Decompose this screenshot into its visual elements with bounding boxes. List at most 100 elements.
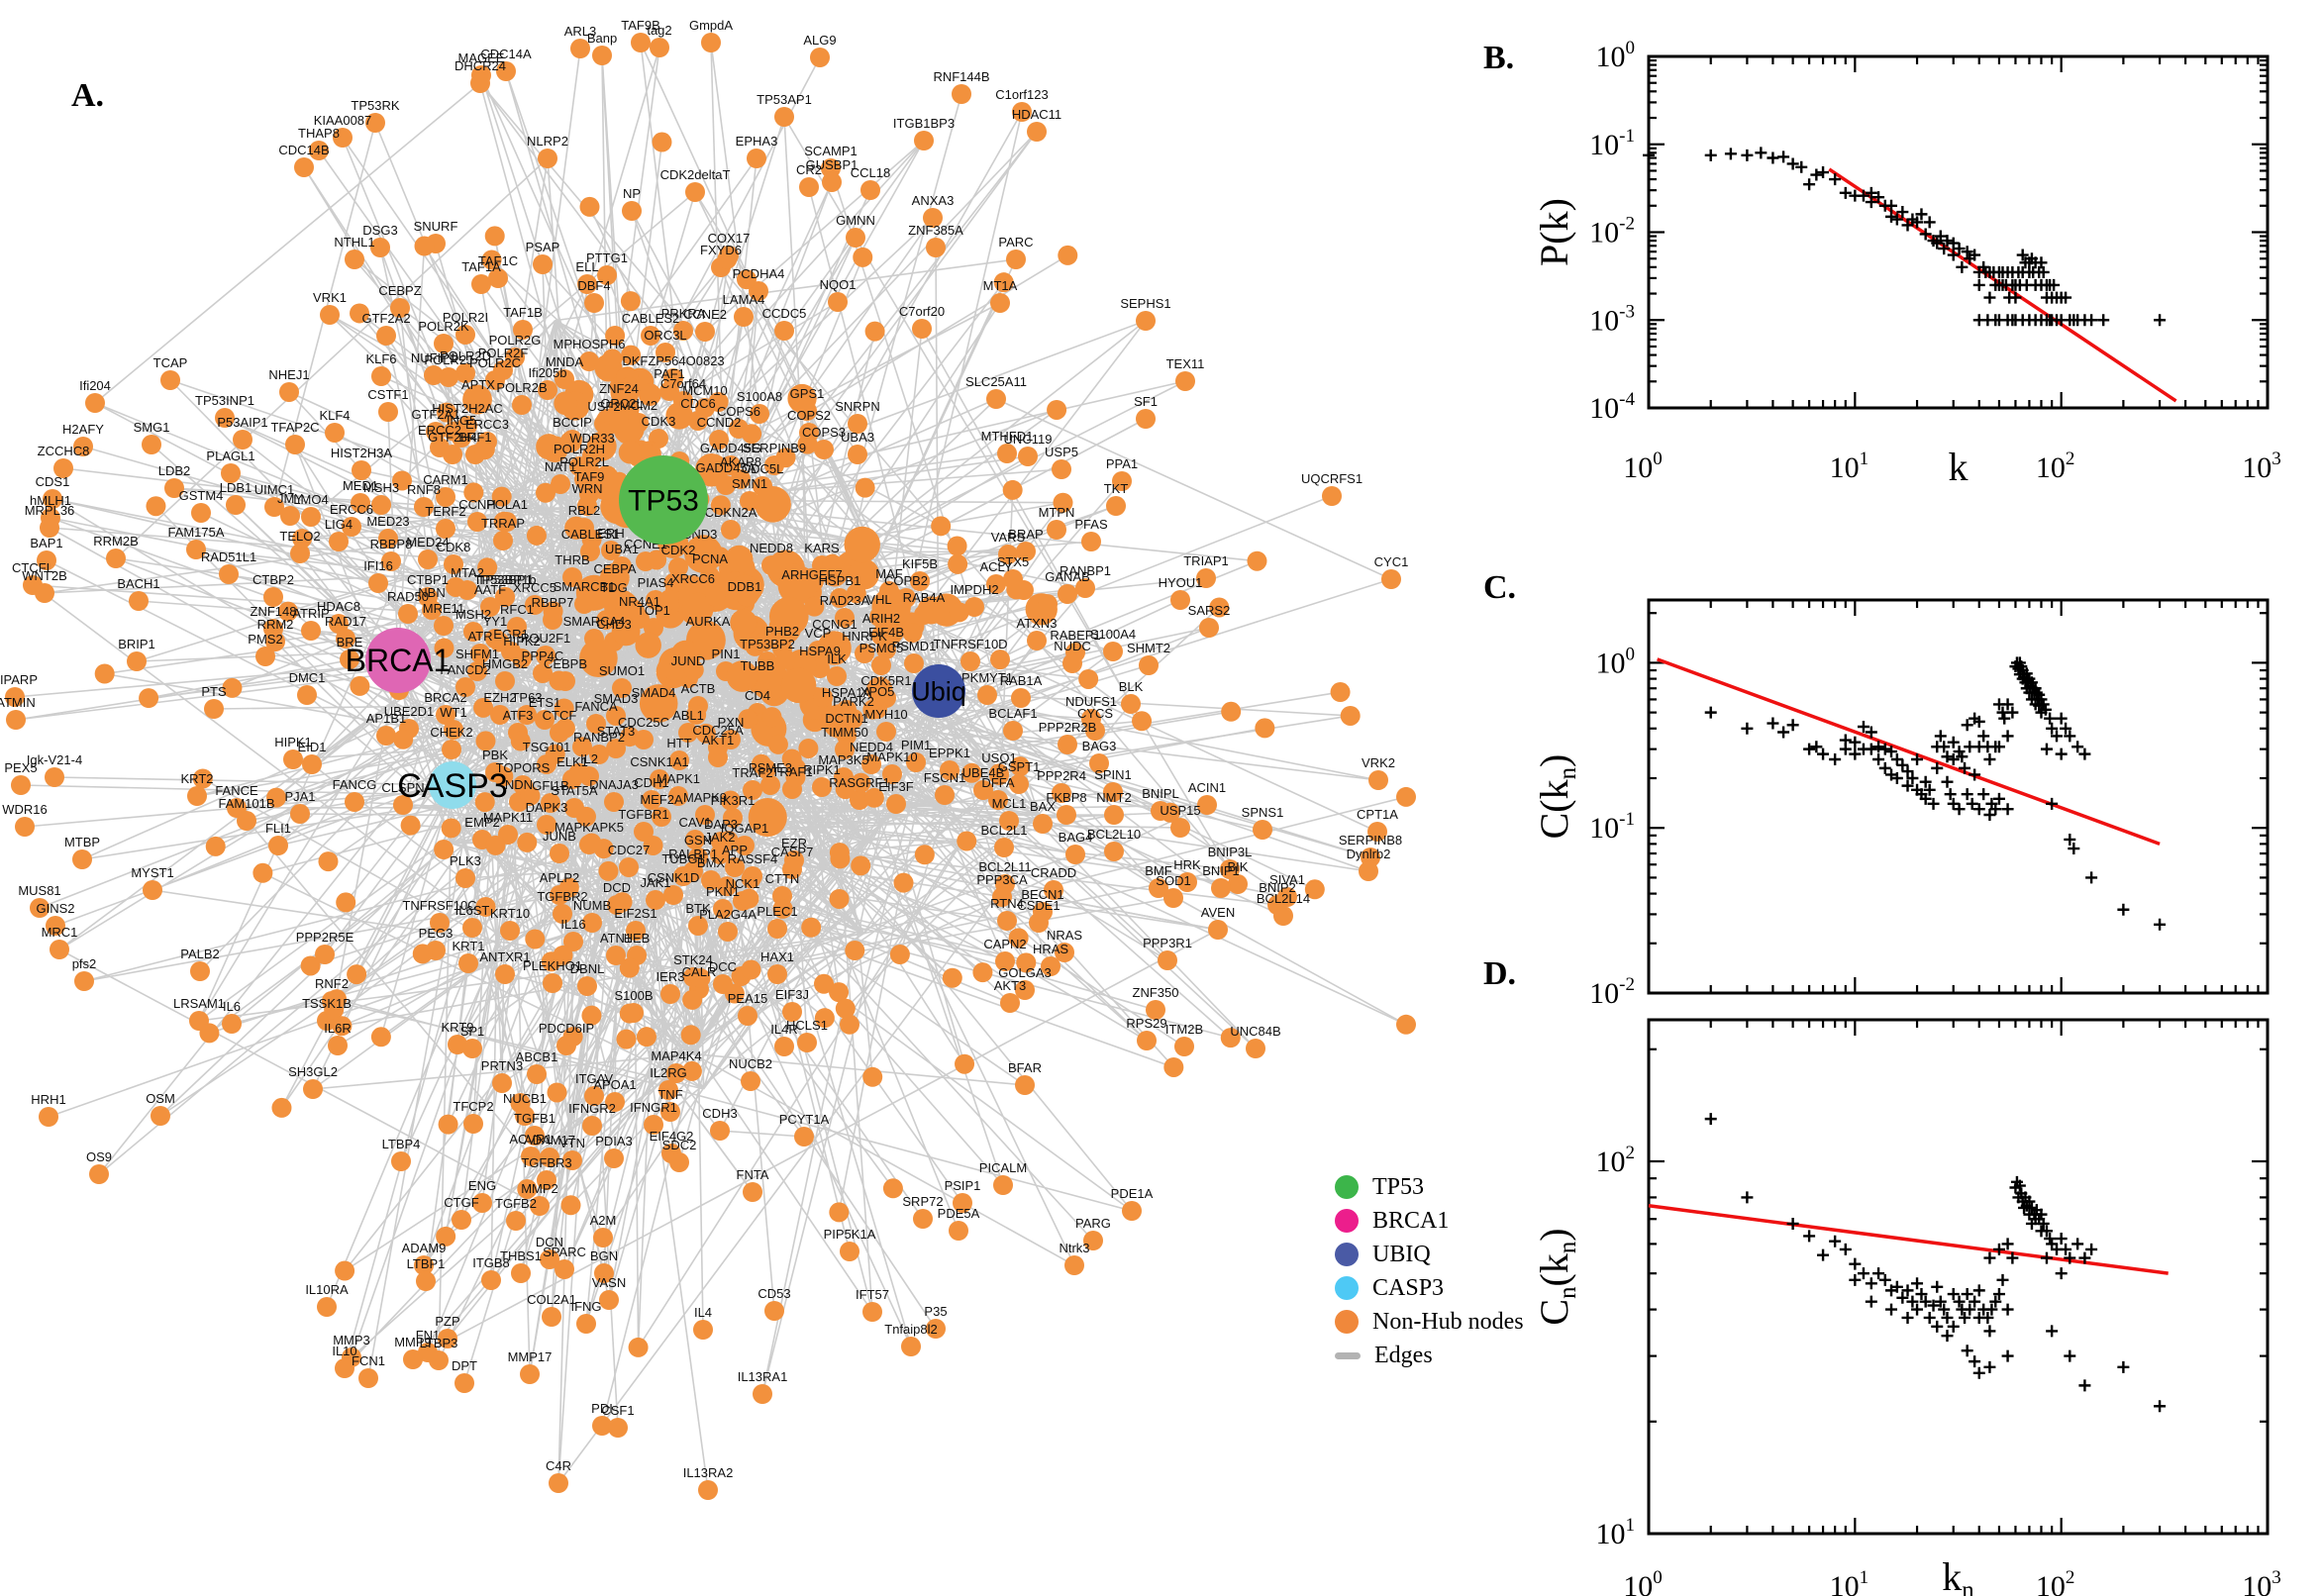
svg-text:ITGB8: ITGB8	[472, 1255, 510, 1270]
svg-text:FANCE: FANCE	[215, 783, 258, 798]
svg-text:WRN: WRN	[571, 481, 602, 496]
svg-text:ATXN3: ATXN3	[1017, 616, 1058, 631]
svg-text:THBS1: THBS1	[500, 1248, 542, 1263]
svg-text:VRK1: VRK1	[313, 290, 347, 305]
svg-text:VHL: VHL	[866, 592, 891, 607]
svg-text:BRCA2: BRCA2	[424, 690, 466, 705]
svg-text:MCM10: MCM10	[682, 383, 728, 398]
network-hub-nodes: TP53 BRCA1 Ubiq CASP3	[346, 455, 966, 809]
svg-text:PLK3: PLK3	[450, 853, 481, 868]
svg-text:RABEP1: RABEP1	[1050, 628, 1100, 643]
svg-text:ATRIP: ATRIP	[292, 606, 329, 621]
svg-text:CDH3: CDH3	[702, 1106, 737, 1121]
svg-text:MAP4K4: MAP4K4	[651, 1048, 701, 1063]
svg-text:HSPA1A: HSPA1A	[822, 685, 872, 700]
svg-text:MAPK10: MAPK10	[866, 749, 917, 764]
svg-text:BCL2L11: BCL2L11	[978, 859, 1031, 874]
svg-text:Ubiq: Ubiq	[911, 676, 966, 706]
svg-text:PEA15: PEA15	[728, 991, 767, 1006]
svg-text:CDC25C: CDC25C	[618, 715, 669, 730]
svg-text:PARC: PARC	[998, 235, 1033, 249]
svg-text:ETS1: ETS1	[529, 695, 561, 710]
svg-text:DMC1: DMC1	[289, 670, 326, 685]
svg-text:PJA1: PJA1	[284, 789, 315, 804]
svg-text:APLP2: APLP2	[540, 870, 579, 885]
svg-text:ACLY: ACLY	[980, 559, 1013, 574]
svg-text:GINS2: GINS2	[36, 901, 74, 916]
svg-text:SARS2: SARS2	[1188, 603, 1231, 618]
svg-text:100: 100	[1596, 644, 1636, 679]
node-color-swatch	[1335, 1175, 1359, 1199]
svg-text:EZH2: EZH2	[483, 690, 516, 705]
svg-text:H2AFY: H2AFY	[62, 422, 104, 437]
svg-text:PICALM: PICALM	[979, 1160, 1027, 1175]
svg-text:CSTF1: CSTF1	[367, 387, 408, 402]
svg-text:101: 101	[1596, 1515, 1636, 1550]
svg-text:DCD: DCD	[603, 880, 631, 895]
legend-label: BRCA1	[1372, 1207, 1450, 1234]
svg-text:P(k): P(k)	[1532, 198, 1576, 266]
svg-text:101: 101	[1830, 1567, 1869, 1596]
svg-text:BTK: BTK	[685, 901, 711, 916]
svg-text:RBL2: RBL2	[568, 503, 601, 518]
svg-text:PCNA: PCNA	[692, 551, 728, 566]
svg-text:NMT2: NMT2	[1096, 790, 1131, 805]
svg-text:DHCR24: DHCR24	[454, 58, 506, 73]
svg-text:10-3: 10-3	[1589, 301, 1635, 337]
svg-text:PLEC1: PLEC1	[757, 904, 797, 919]
svg-text:POLA1: POLA1	[486, 497, 528, 512]
svg-text:MMP2: MMP2	[521, 1181, 558, 1196]
svg-text:FANCD2: FANCD2	[440, 662, 490, 677]
svg-text:pfs2: pfs2	[72, 956, 97, 971]
svg-text:FNTA: FNTA	[737, 1167, 769, 1182]
svg-text:RFC1: RFC1	[500, 602, 534, 617]
svg-text:SNRPN: SNRPN	[835, 399, 880, 414]
svg-text:FKBP8: FKBP8	[1046, 790, 1086, 805]
svg-text:IFT57: IFT57	[856, 1287, 889, 1302]
svg-text:JAK1: JAK1	[640, 875, 670, 890]
svg-text:ORC2L: ORC2L	[600, 396, 643, 411]
svg-text:CCL18: CCL18	[851, 165, 890, 180]
svg-text:ACTB: ACTB	[681, 681, 716, 696]
svg-text:KRT9: KRT9	[442, 1020, 474, 1035]
svg-text:TIMM50: TIMM50	[821, 725, 868, 740]
svg-text:TOP1: TOP1	[637, 603, 670, 618]
svg-text:CDC14B: CDC14B	[278, 143, 329, 157]
svg-text:CHD3: CHD3	[596, 617, 631, 632]
svg-text:VTN: VTN	[559, 1136, 585, 1150]
svg-text:KRT1: KRT1	[453, 939, 485, 953]
svg-text:NR4A1: NR4A1	[619, 594, 660, 609]
svg-text:CAPN2: CAPN2	[983, 937, 1026, 951]
svg-text:CARM1: CARM1	[423, 472, 468, 487]
neighborhood-connectivity-chart: 102 101 100 101 102 103 Cn​(kn​) kn​	[1532, 1018, 2281, 1596]
svg-text:CTGF: CTGF	[444, 1195, 478, 1210]
svg-text:BAG3: BAG3	[1082, 739, 1117, 753]
svg-text:SCAMP1: SCAMP1	[804, 144, 857, 158]
svg-text:IL13RA1: IL13RA1	[738, 1369, 788, 1384]
svg-text:KIAA0087: KIAA0087	[314, 113, 372, 128]
svg-text:PPP4C: PPP4C	[522, 648, 564, 663]
svg-text:GPS1: GPS1	[790, 386, 825, 401]
svg-text:AP1B1: AP1B1	[366, 711, 406, 726]
svg-text:USF2: USF2	[587, 399, 620, 414]
svg-text:RPS29: RPS29	[1126, 1016, 1166, 1031]
svg-text:ADAM9: ADAM9	[402, 1241, 447, 1255]
svg-text:CASP3: CASP3	[397, 767, 508, 805]
svg-text:TDG: TDG	[600, 580, 627, 595]
svg-text:CDC14A: CDC14A	[480, 47, 532, 61]
svg-text:HSPA9: HSPA9	[799, 644, 841, 658]
network-edges	[14, 42, 1407, 1491]
hub-node-casp3: CASP3	[397, 761, 508, 809]
svg-text:Ifi205b: Ifi205b	[528, 365, 566, 380]
svg-text:SHMT2: SHMT2	[1127, 641, 1170, 655]
svg-text:kn​: kn​	[1942, 1554, 1974, 1596]
svg-text:MMP9: MMP9	[394, 1335, 432, 1349]
network-legend: TP53 BRCA1 UBIQ CASP3 Non-Hub nodes Edges	[1335, 1170, 1592, 1372]
svg-text:HCLS1: HCLS1	[786, 1018, 828, 1033]
svg-text:POLR2I: POLR2I	[443, 310, 488, 325]
svg-text:P35: P35	[924, 1304, 947, 1319]
svg-text:EPPK1: EPPK1	[929, 746, 970, 760]
svg-text:NUCB1: NUCB1	[503, 1091, 547, 1106]
svg-text:ARHGEF7: ARHGEF7	[781, 567, 842, 582]
